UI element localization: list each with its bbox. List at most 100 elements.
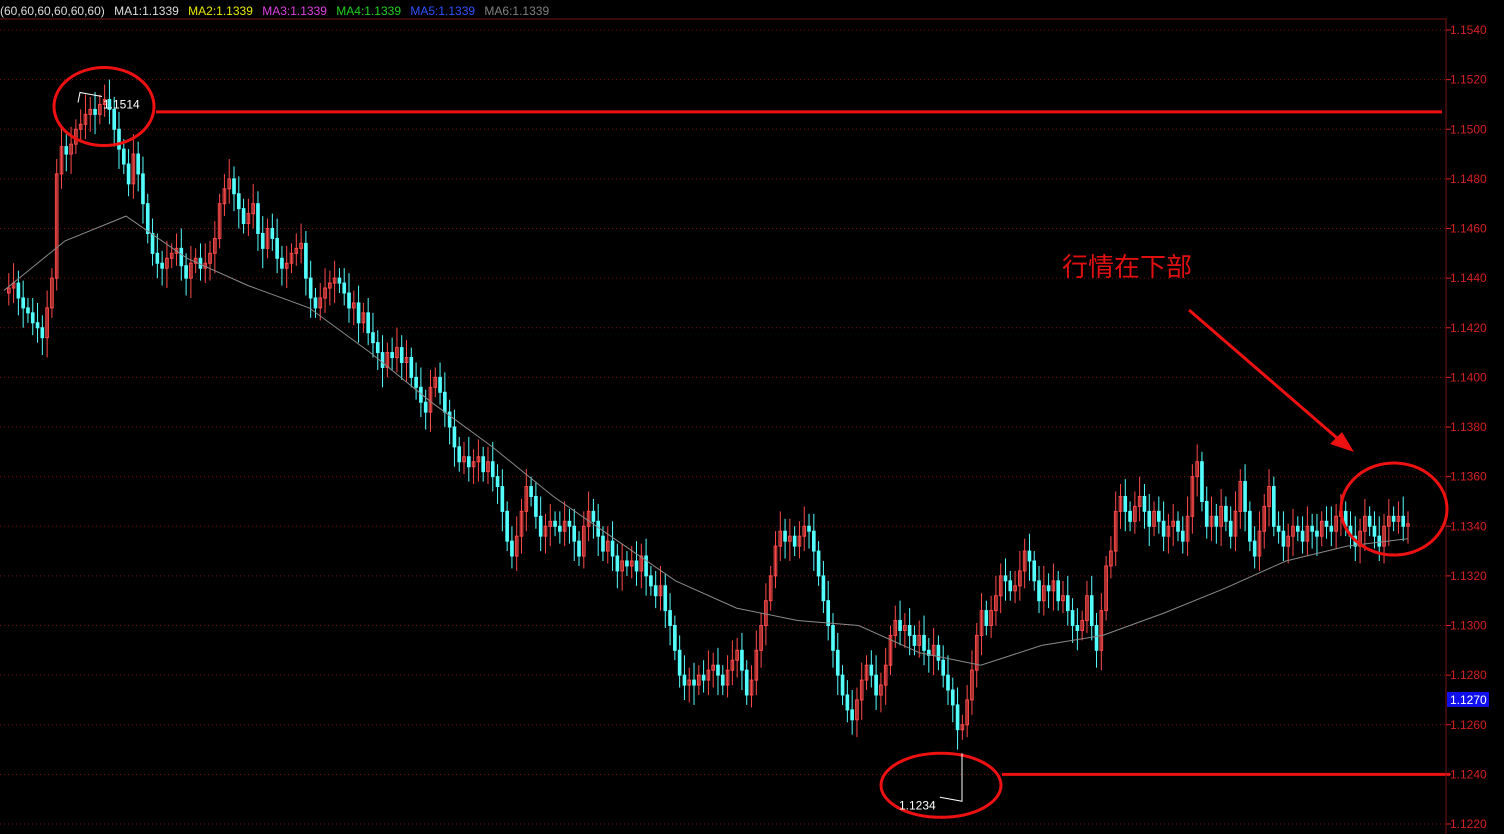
- candle-body: [318, 297, 323, 309]
- candle-body: [941, 659, 946, 676]
- y-tick-label: 1.1220: [1450, 817, 1487, 831]
- candle-body: [35, 322, 40, 329]
- candle-body: [323, 287, 327, 299]
- candle-body: [519, 510, 524, 537]
- candle-body: [1204, 500, 1209, 527]
- candle-body: [399, 347, 404, 363]
- candle-body: [572, 525, 577, 542]
- candle-body: [1027, 550, 1032, 562]
- candle-body: [198, 257, 203, 269]
- candle-body: [371, 332, 375, 344]
- candle-body: [1104, 565, 1108, 612]
- candle-body: [1401, 515, 1406, 527]
- candle-body: [1281, 530, 1286, 547]
- candle-body: [936, 644, 941, 661]
- candle-body: [481, 456, 485, 473]
- candle-body: [1133, 505, 1137, 522]
- candle-body: [476, 456, 481, 463]
- grid-lines: [0, 29, 1446, 825]
- candle-body: [855, 699, 859, 721]
- ma-params: (60,60,60,60,60,60): [0, 4, 105, 18]
- candle-body: [1022, 550, 1027, 572]
- candle-body: [792, 535, 797, 547]
- candle-body: [299, 242, 303, 249]
- candle-body: [1233, 510, 1238, 537]
- candle-body: [1147, 510, 1152, 527]
- candle-body: [332, 277, 337, 284]
- candle-body: [169, 252, 174, 259]
- candle-body: [864, 664, 869, 681]
- candle-body: [682, 674, 687, 686]
- candle-body: [78, 123, 83, 130]
- candle-body: [567, 520, 572, 527]
- candle-body: [883, 664, 888, 686]
- candle-body: [524, 486, 529, 512]
- candle-body: [21, 297, 25, 309]
- candle-body: [328, 282, 332, 289]
- candle-body: [1310, 525, 1314, 532]
- candle-body: [337, 277, 342, 284]
- candle-body: [1161, 520, 1166, 537]
- candle-body: [64, 146, 69, 155]
- candle-body: [701, 674, 706, 681]
- candle-body: [112, 108, 117, 130]
- candle-body: [1118, 495, 1123, 512]
- candle-body: [1166, 525, 1171, 537]
- candle-body: [1200, 461, 1204, 502]
- candle-body: [610, 540, 615, 557]
- candle-body: [840, 674, 845, 696]
- candle-body: [304, 242, 308, 279]
- candle-body: [649, 575, 653, 587]
- candle-body: [1152, 510, 1156, 527]
- candle-body: [30, 312, 35, 324]
- candle-body: [955, 704, 960, 731]
- candle-body: [1334, 515, 1338, 532]
- candle-body: [1286, 535, 1291, 547]
- candle-body: [735, 649, 739, 661]
- candle-body: [466, 456, 471, 468]
- candle-body: [946, 674, 950, 691]
- candle-body: [265, 228, 270, 249]
- candle-body: [581, 525, 586, 557]
- candle-body: [174, 247, 179, 254]
- candle-body: [615, 555, 620, 572]
- candle-body: [251, 203, 255, 215]
- candle-body: [811, 530, 816, 552]
- candle-body: [1248, 510, 1252, 542]
- candle-body: [131, 153, 136, 185]
- candle-body: [213, 237, 217, 254]
- candle-body: [1377, 535, 1382, 547]
- candle-body: [601, 535, 605, 552]
- candle-body: [1257, 530, 1262, 557]
- candle-body: [414, 376, 418, 388]
- candle-body: [677, 649, 682, 676]
- candle-body: [1157, 510, 1161, 522]
- y-tick-label: 1.1480: [1450, 172, 1487, 186]
- candle-body: [1363, 515, 1367, 532]
- candle-body: [562, 520, 567, 532]
- candle-body: [898, 620, 902, 631]
- candle-body: [744, 669, 749, 696]
- candle-body: [227, 178, 232, 190]
- candle-body: [26, 307, 30, 314]
- ma-legend: (60,60,60,60,60,60) MA1:1.1339 MA2:1.133…: [0, 2, 555, 20]
- candle-body: [1080, 620, 1084, 631]
- candle-body: [1137, 495, 1142, 507]
- candle-body: [232, 178, 236, 195]
- candle-body: [121, 148, 126, 165]
- candle-body: [534, 495, 538, 517]
- ma3-value: MA3:1.1339: [262, 4, 327, 18]
- candle-body: [471, 461, 476, 468]
- candle-body: [69, 143, 73, 155]
- candle-body: [1065, 595, 1070, 612]
- candle-body: [241, 208, 246, 225]
- candle-body: [438, 376, 442, 393]
- candle-body: [1190, 476, 1195, 517]
- y-tick-label: 1.1520: [1450, 73, 1487, 87]
- candle-body: [1272, 486, 1276, 527]
- candle-body: [308, 277, 313, 299]
- candle-body: [126, 163, 131, 185]
- candle-body: [88, 108, 93, 115]
- high-circle: [52, 66, 156, 148]
